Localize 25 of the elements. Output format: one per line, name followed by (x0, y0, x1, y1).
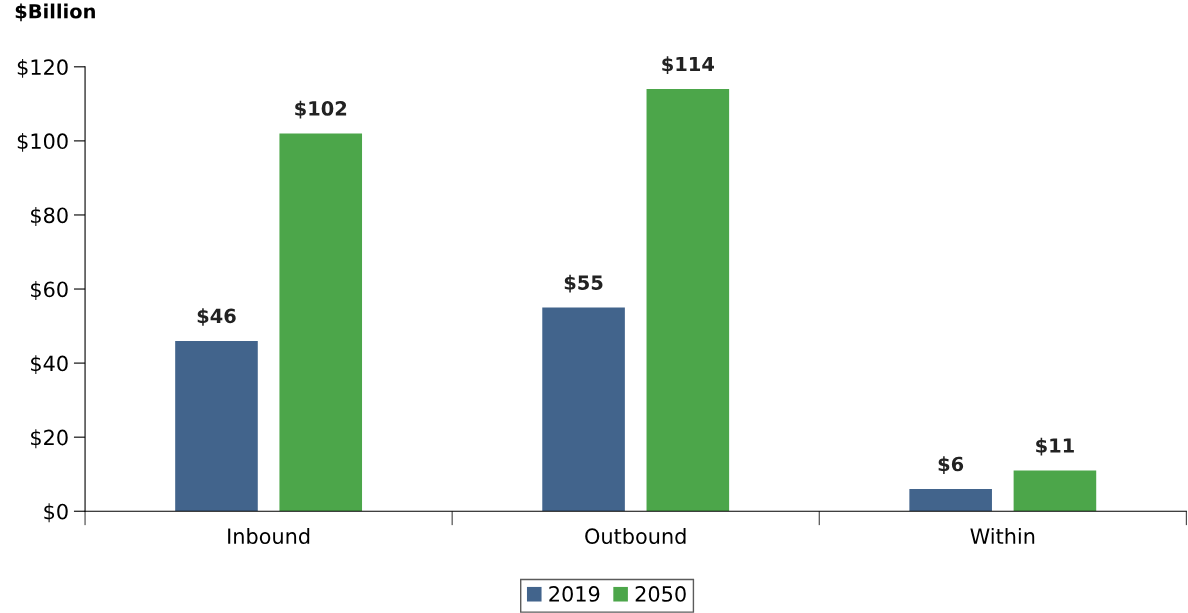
data-label: $46 (197, 308, 236, 326)
bar (646, 89, 730, 512)
y-axis-title: $Billion (15, 3, 95, 22)
x-tick-label: Inbound (228, 527, 310, 545)
data-label: $6 (938, 456, 964, 474)
y-tick-label: $80 (31, 207, 68, 226)
x-tick-label: Outbound (585, 527, 686, 545)
bar (1013, 470, 1097, 512)
data-label: $102 (295, 100, 347, 119)
y-tick-label: $100 (17, 132, 68, 152)
bar (542, 307, 625, 512)
y-tick-label: $0 (44, 503, 68, 523)
x-tick-label: Within (970, 527, 1035, 544)
bar (279, 133, 363, 512)
y-tick-label: $20 (31, 429, 68, 449)
bar (909, 489, 992, 512)
legend-label: 2019 (549, 586, 600, 602)
y-tick-label: $60 (31, 281, 68, 301)
bar (175, 340, 258, 512)
y-tick-label: $120 (17, 58, 68, 78)
y-tick-label: $40 (31, 355, 68, 375)
data-label: $11 (1036, 437, 1074, 456)
data-label: $55 (564, 274, 603, 293)
data-label: $114 (662, 56, 714, 74)
legend-label: 2050 (635, 586, 686, 602)
